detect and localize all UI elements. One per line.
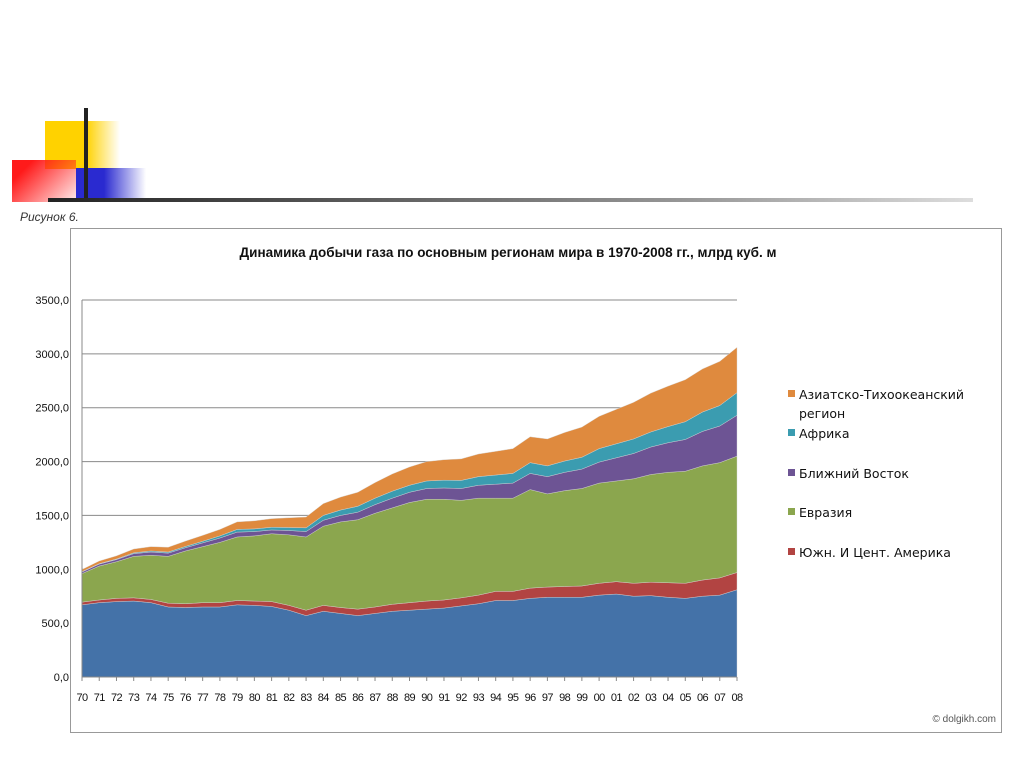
decor-red-square [12, 160, 76, 202]
x-tick-label: 90 [421, 692, 433, 704]
legend-label: Южн. И Цент. Америка [799, 545, 951, 560]
chart-frame [70, 228, 1002, 733]
watermark: © dolgikh.com [932, 714, 996, 725]
legend-swatch [788, 390, 795, 397]
legend-swatch [788, 469, 795, 476]
x-tick-label: 01 [611, 692, 623, 704]
x-tick-label: 89 [404, 692, 416, 704]
x-tick-label: 92 [456, 692, 468, 704]
y-tick-label: 0,0 [54, 672, 69, 684]
x-tick-label: 07 [714, 692, 726, 704]
y-tick-label: 2500,0 [35, 403, 69, 415]
chart-title: Динамика добычи газа по основным региона… [240, 245, 777, 260]
x-tick-label: 98 [559, 692, 571, 704]
x-tick-label: 77 [197, 692, 209, 704]
x-tick-label: 85 [335, 692, 347, 704]
x-tick-label: 93 [473, 692, 485, 704]
x-tick-label: 97 [542, 692, 554, 704]
x-tick-label: 82 [283, 692, 295, 704]
legend-label: Азиатско-Тихоокеанский регион [799, 387, 964, 421]
x-tick-label: 75 [163, 692, 175, 704]
y-tick-label: 1000,0 [35, 564, 69, 576]
x-tick-label: 96 [525, 692, 537, 704]
x-tick-label: 72 [111, 692, 123, 704]
x-tick-label: 79 [232, 692, 244, 704]
x-tick-label: 73 [128, 692, 140, 704]
x-tick-label: 83 [301, 692, 313, 704]
legend-swatch [788, 548, 795, 555]
legend-swatch [788, 429, 795, 436]
y-tick-label: 2000,0 [35, 457, 69, 469]
x-tick-label: 86 [352, 692, 364, 704]
x-tick-label: 91 [438, 692, 450, 704]
x-tick-label: 99 [576, 692, 588, 704]
x-tick-label: 06 [697, 692, 709, 704]
x-tick-label: 00 [594, 692, 606, 704]
legend-label: Ближний Восток [799, 466, 909, 481]
legend-swatch [788, 508, 795, 515]
x-tick-label: 08 [731, 692, 743, 704]
x-tick-label: 03 [645, 692, 657, 704]
legend-label: Евразия [799, 505, 852, 520]
x-tick-label: 78 [214, 692, 226, 704]
x-tick-label: 81 [266, 692, 278, 704]
x-tick-label: 02 [628, 692, 640, 704]
x-tick-label: 74 [145, 692, 157, 704]
x-tick-label: 84 [318, 692, 330, 704]
x-tick-label: 87 [370, 692, 382, 704]
x-tick-label: 80 [249, 692, 261, 704]
x-tick-label: 94 [490, 692, 502, 704]
legend-label: Африка [799, 426, 850, 441]
x-tick-label: 70 [76, 692, 88, 704]
decor-vertical-line [84, 108, 88, 202]
y-tick-label: 3000,0 [35, 349, 69, 361]
decor-horizontal-line [48, 198, 973, 202]
x-tick-label: 76 [180, 692, 192, 704]
x-tick-label: 04 [663, 692, 675, 704]
y-tick-label: 500,0 [41, 618, 69, 630]
figure-caption: Рисунок 6. [20, 210, 79, 224]
area-series-5 [81, 346, 738, 572]
x-tick-label: 71 [94, 692, 106, 704]
y-tick-label: 3500,0 [35, 295, 69, 307]
x-tick-label: 88 [387, 692, 399, 704]
y-tick-label: 1500,0 [35, 510, 69, 522]
x-tick-label: 95 [507, 692, 519, 704]
x-tick-label: 05 [680, 692, 692, 704]
